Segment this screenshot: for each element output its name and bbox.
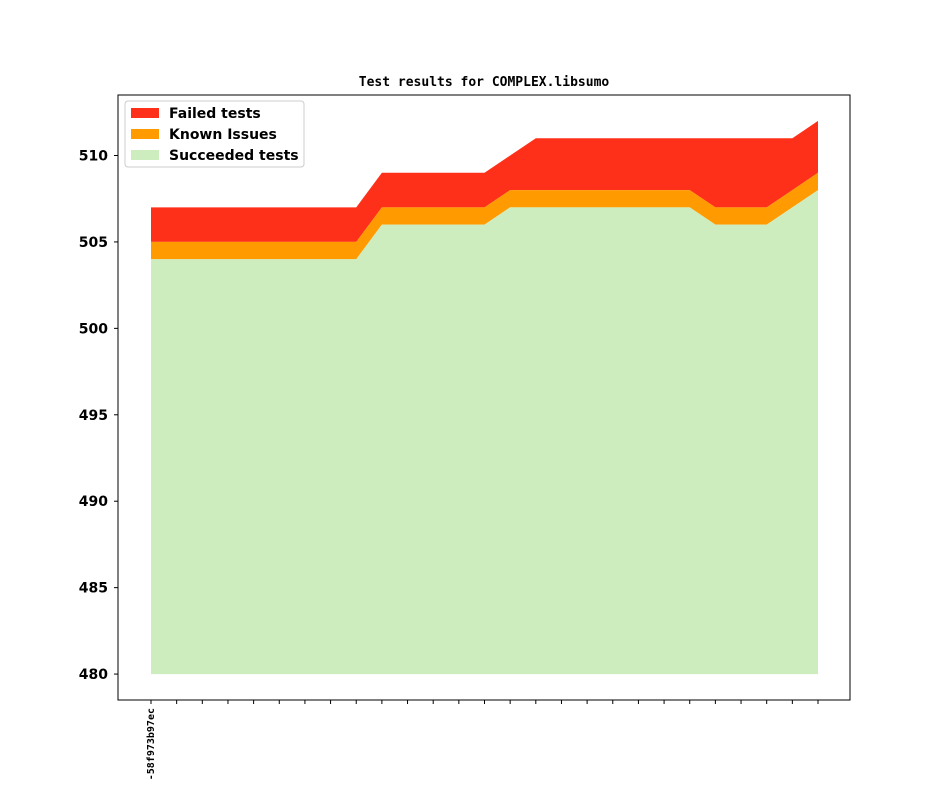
- legend-label-known: Known Issues: [169, 127, 277, 143]
- legend-label-failed: Failed tests: [169, 106, 261, 122]
- legend-swatch-failed: [131, 108, 159, 118]
- y-tick-label: 505: [79, 235, 108, 251]
- legend-swatch-known: [131, 129, 159, 139]
- area-known-issues: [151, 172, 818, 260]
- legend-swatch-succeeded: [131, 150, 159, 160]
- area-failed-tests: [151, 120, 818, 242]
- y-tick-label: 495: [79, 408, 108, 424]
- y-axis: 480 485 490 495 500 505 510: [79, 149, 118, 683]
- y-tick-label: 480: [79, 667, 108, 683]
- area-succeeded-tests: [151, 190, 818, 675]
- y-tick-label: 500: [79, 321, 108, 337]
- chart-title: Test results for COMPLEX.libsumo: [359, 75, 610, 90]
- y-tick-label: 490: [79, 494, 108, 510]
- x-tick-label: -58f973b97ec: [146, 708, 157, 780]
- y-tick-label: 510: [79, 149, 108, 165]
- y-tick-label: 485: [79, 581, 108, 597]
- legend: Failed tests Known Issues Succeeded tests: [124, 100, 305, 168]
- area-layers: [151, 120, 818, 675]
- x-axis: -58f973b97ec: [146, 700, 819, 780]
- legend-box: [124, 100, 305, 168]
- legend-label-succeeded: Succeeded tests: [169, 148, 299, 164]
